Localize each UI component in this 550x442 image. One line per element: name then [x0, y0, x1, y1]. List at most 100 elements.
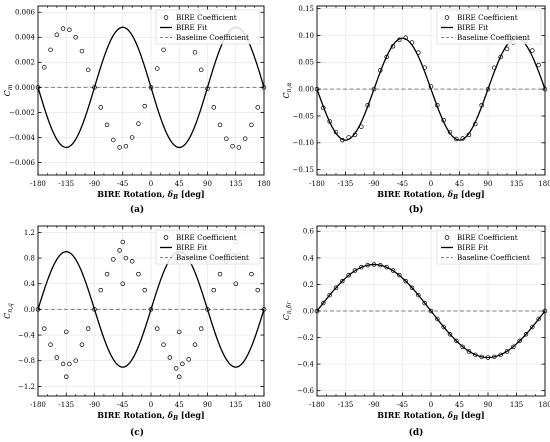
- data-point: [435, 316, 440, 322]
- data-point: [403, 278, 408, 284]
- data-point: [177, 329, 182, 335]
- y-tick-label: −0.8: [18, 357, 35, 365]
- data-point: [85, 67, 91, 73]
- data-point: [48, 47, 53, 53]
- data-point: [365, 103, 370, 108]
- data-point: [236, 145, 242, 150]
- data-point: [479, 354, 484, 360]
- x-axis-label-text: BIRE Rotation,: [97, 410, 167, 420]
- legend-label: Baseline Coefficient: [176, 253, 249, 262]
- data-point: [447, 129, 453, 135]
- fit-curve: [316, 263, 546, 359]
- data-point: [346, 135, 351, 140]
- x-tick-label: 0: [149, 180, 153, 188]
- data-point: [321, 300, 326, 306]
- legend-label: BIRE Fit: [457, 243, 488, 252]
- data-point: [390, 268, 396, 273]
- x-axis-label-text: BIRE Rotation,: [377, 189, 447, 199]
- y-tick-label: 0.05: [298, 59, 314, 67]
- x-axis-label-unit: [deg]: [178, 189, 205, 199]
- data-point: [504, 46, 510, 52]
- y-tick-label: 0.006: [15, 9, 36, 17]
- data-point: [98, 105, 104, 110]
- y-tick-label: −1.2: [18, 383, 35, 391]
- data-point: [63, 374, 69, 380]
- data-point: [378, 262, 383, 268]
- data-point: [340, 137, 345, 143]
- data-point: [104, 122, 110, 128]
- x-axis-label-text: BIRE Rotation,: [97, 189, 167, 199]
- data-point: [233, 281, 239, 286]
- legend-box: [155, 9, 261, 45]
- data-point: [523, 331, 529, 337]
- y-tick-label: 0.00: [298, 86, 314, 94]
- data-point: [104, 271, 110, 277]
- data-point: [67, 361, 72, 367]
- data-point: [42, 65, 47, 70]
- data-point: [173, 366, 179, 371]
- data-point: [73, 358, 78, 363]
- x-tick-label: -180: [309, 401, 325, 409]
- data-point: [403, 35, 408, 40]
- data-point: [111, 137, 116, 143]
- x-axis-label-unit: [deg]: [178, 410, 205, 420]
- data-point: [447, 331, 453, 337]
- x-tick-label: 135: [229, 401, 242, 409]
- y-tick-label: −0.4: [18, 331, 36, 339]
- data-point: [92, 307, 97, 312]
- legend-label: Baseline Coefficient: [457, 33, 530, 42]
- legend-label: Baseline Coefficient: [176, 33, 249, 42]
- x-tick-label: -45: [117, 401, 128, 409]
- data-point: [123, 255, 129, 261]
- fit-curve: [316, 37, 546, 141]
- data-point: [155, 326, 160, 331]
- data-point: [378, 68, 383, 73]
- data-point: [129, 135, 135, 140]
- data-point: [321, 105, 326, 111]
- data-point: [54, 32, 60, 38]
- data-point: [48, 342, 53, 347]
- legend-marker-coefficient: [163, 235, 169, 240]
- data-point: [73, 35, 78, 40]
- data-point: [186, 357, 191, 362]
- data-point: [473, 352, 478, 358]
- legend-label: BIRE Coefficient: [457, 13, 518, 22]
- data-point: [397, 272, 402, 278]
- x-tick-label: 45: [455, 180, 464, 188]
- data-point: [161, 342, 166, 347]
- x-tick-label: 90: [484, 180, 493, 188]
- legend-label: BIRE Fit: [457, 23, 488, 32]
- data-point: [340, 278, 345, 284]
- data-point: [492, 354, 497, 360]
- data-point: [359, 124, 364, 129]
- data-point: [148, 307, 154, 312]
- y-axis-label-main: C: [3, 90, 12, 96]
- data-point: [352, 268, 358, 273]
- data-point: [117, 145, 122, 150]
- x-tick-label: 90: [203, 401, 212, 409]
- data-point: [511, 344, 516, 350]
- y-tick-label: −0.4: [297, 361, 315, 369]
- data-point: [498, 54, 503, 60]
- data-point: [460, 344, 465, 350]
- legend-label: BIRE Coefficient: [176, 233, 237, 242]
- x-tick-label: 90: [484, 401, 493, 409]
- data-point: [198, 326, 204, 331]
- y-axis-label-subscript: n,α: [286, 83, 293, 93]
- data-point: [123, 143, 129, 149]
- data-point: [441, 118, 446, 123]
- data-point: [129, 259, 135, 264]
- y-tick-label: −0.6: [297, 387, 315, 395]
- data-point: [136, 271, 141, 277]
- data-point: [409, 285, 415, 291]
- legend-box: [436, 9, 542, 45]
- data-point: [517, 338, 522, 344]
- data-point: [441, 324, 446, 330]
- legend-label: BIRE Coefficient: [176, 13, 237, 22]
- x-tick-label: 135: [510, 401, 523, 409]
- data-point: [422, 300, 427, 306]
- data-point: [359, 264, 364, 270]
- data-point: [530, 324, 535, 330]
- y-axis-label-subscript: m: [7, 84, 14, 90]
- chart-panel-1: -180 -135 -90 -45 0 45 90 135 180 −0.006 −0.004 −0.…: [3, 5, 271, 215]
